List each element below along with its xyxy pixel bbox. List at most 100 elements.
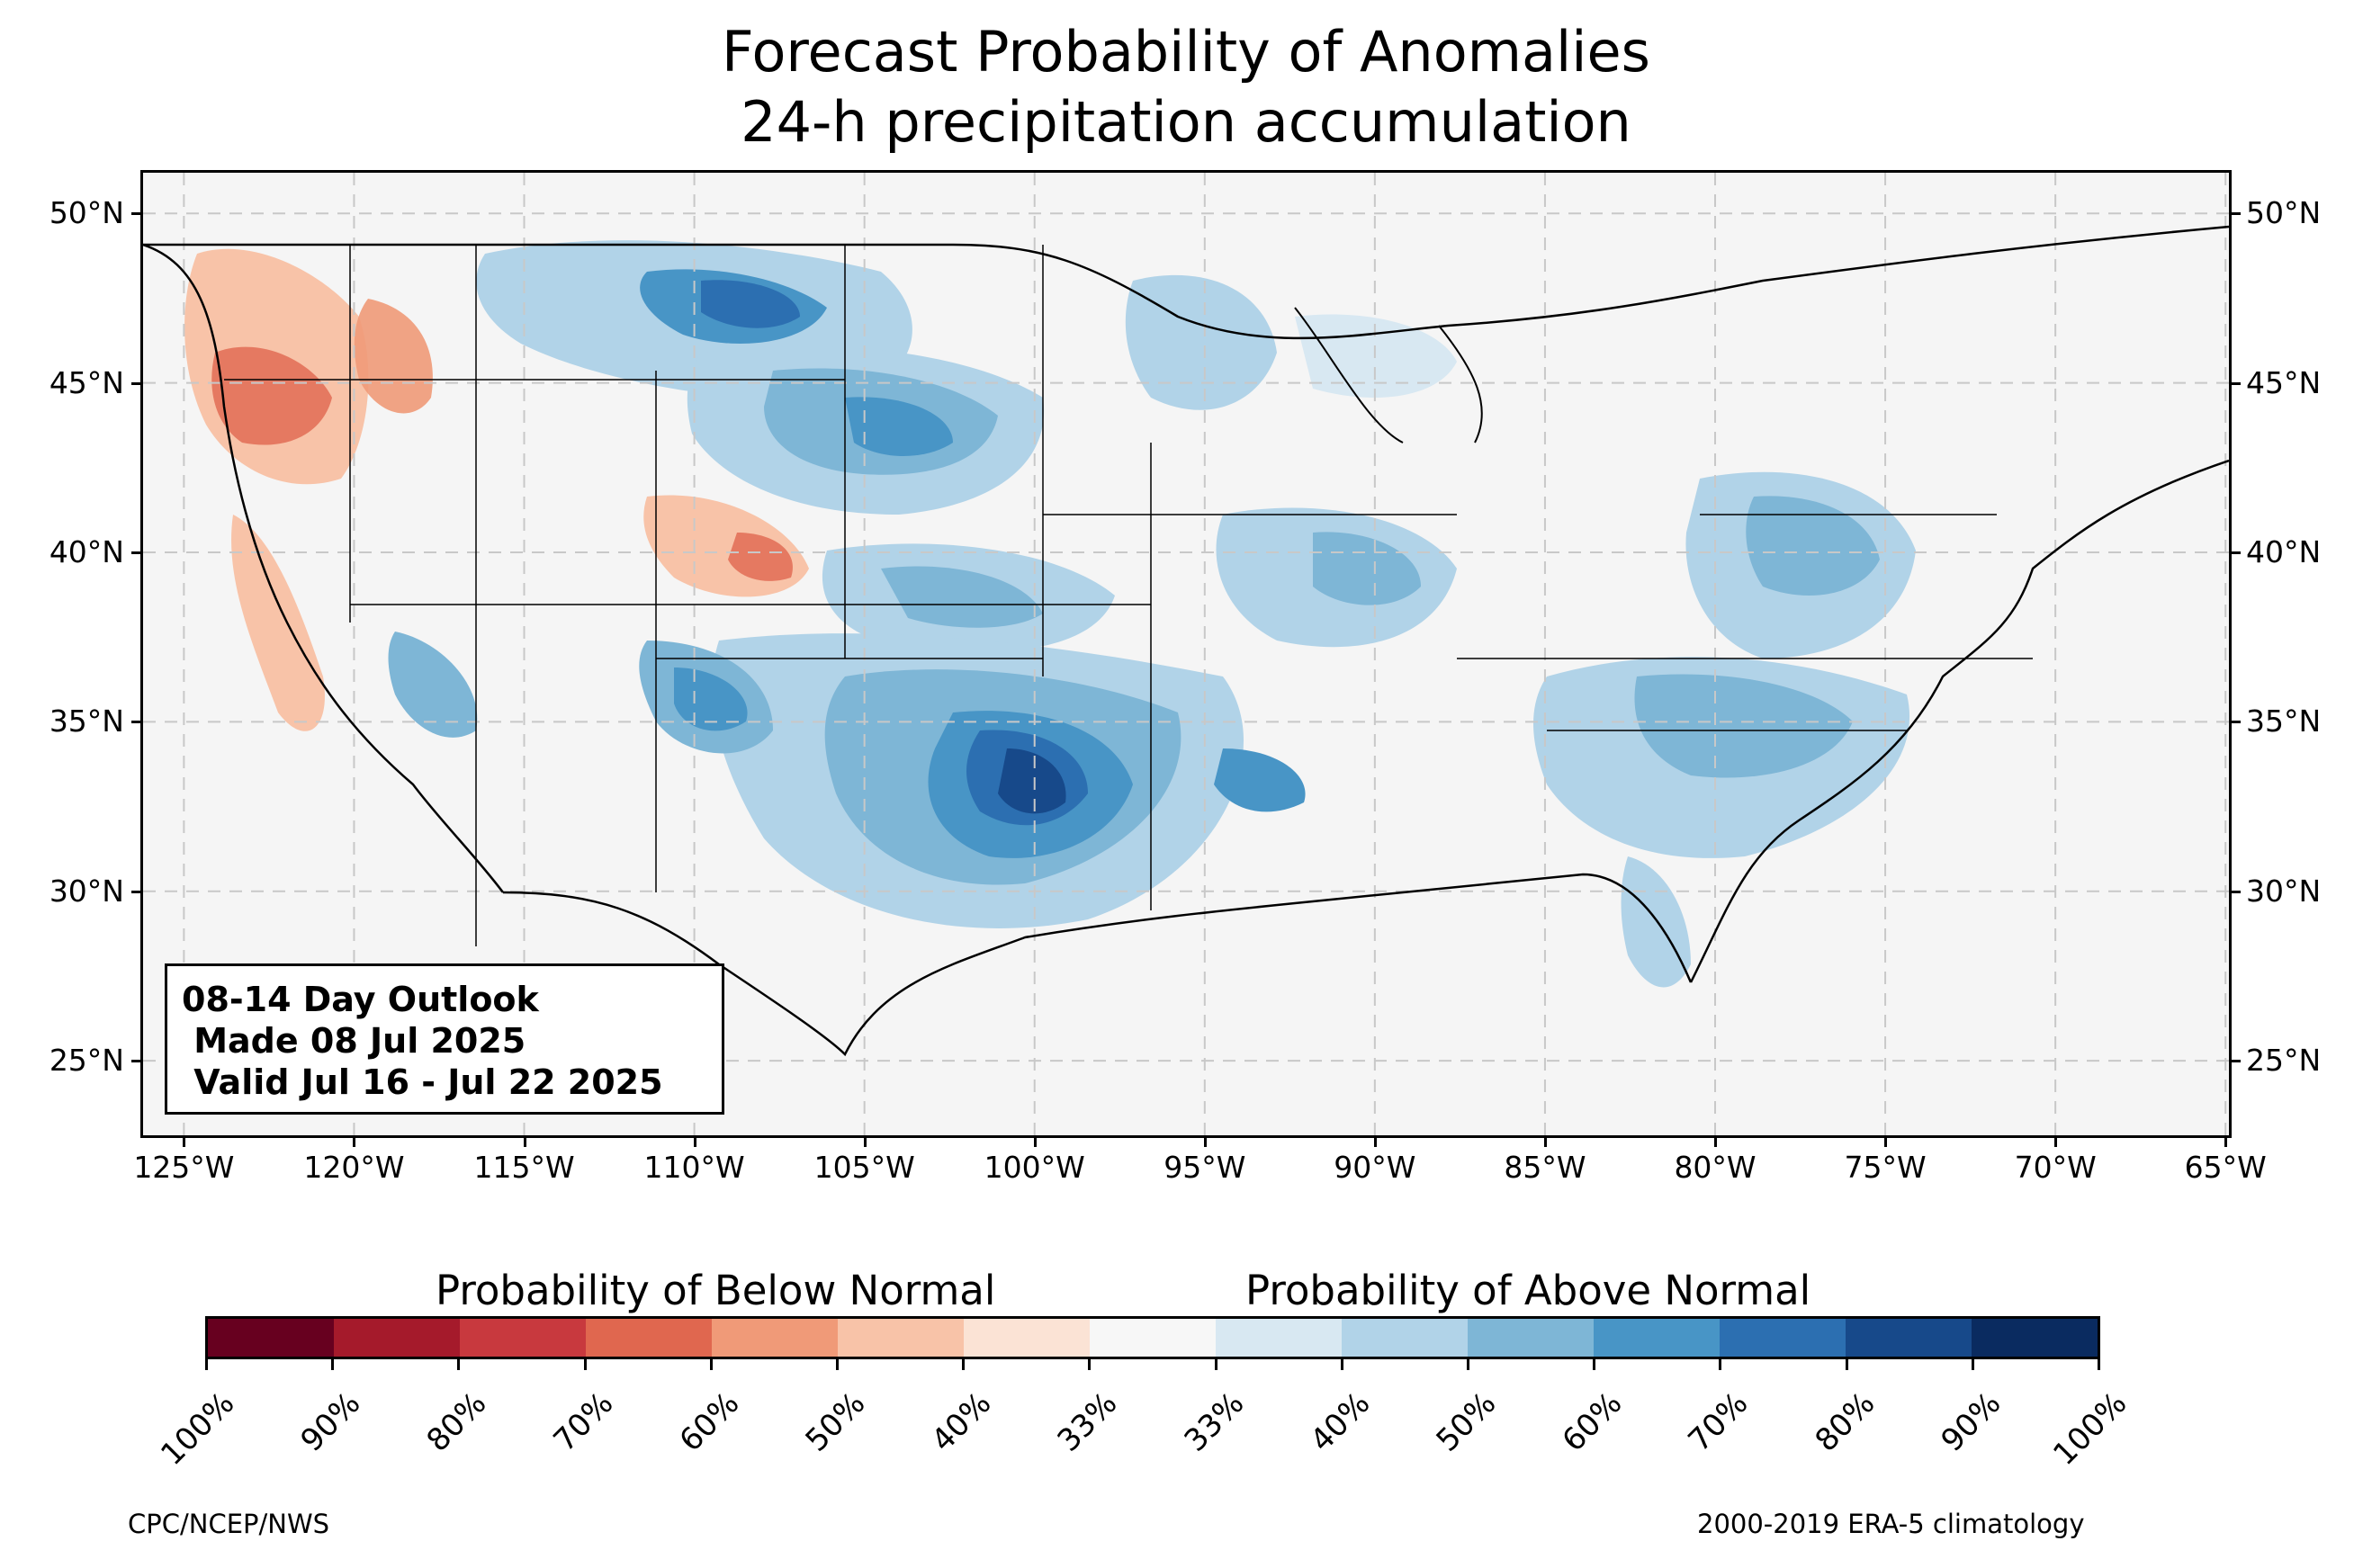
colorbar-tick-mark bbox=[583, 1359, 587, 1370]
lon-tick-mark bbox=[2224, 1138, 2228, 1147]
lon-tick-label: 80°W bbox=[1674, 1150, 1757, 1185]
lon-tick-mark bbox=[353, 1138, 356, 1147]
lon-tick-label: 65°W bbox=[2184, 1150, 2267, 1185]
lon-tick-label: 90°W bbox=[1334, 1150, 1416, 1185]
lat-tick-label-right: 40°N bbox=[2246, 533, 2322, 569]
lat-tick-label-left: 30°N bbox=[49, 873, 124, 909]
colorbar-tick-label: 100% bbox=[2046, 1385, 2134, 1474]
colorbar-swatch bbox=[1216, 1319, 1342, 1357]
colorbar-tick-label: 40% bbox=[1303, 1385, 1378, 1459]
colorbar-tick-label: 40% bbox=[924, 1385, 999, 1459]
lat-tick-label-right: 45°N bbox=[2246, 364, 2322, 400]
colorbar-tick-mark bbox=[331, 1359, 335, 1370]
colorbar-tick-label: 80% bbox=[1808, 1385, 1882, 1459]
lon-tick-label: 115°W bbox=[473, 1150, 575, 1185]
lat-tick-mark bbox=[2232, 721, 2241, 724]
outlook-info-box: 08-14 Day Outlook Made 08 Jul 2025 Valid… bbox=[165, 963, 724, 1115]
colorbar-tick-mark bbox=[2098, 1359, 2100, 1370]
lat-tick-mark bbox=[131, 381, 140, 385]
lon-tick-mark bbox=[183, 1138, 186, 1147]
lon-tick-mark bbox=[1884, 1138, 1888, 1147]
lon-tick-mark bbox=[1203, 1138, 1207, 1147]
lon-tick-label: 75°W bbox=[1844, 1150, 1927, 1185]
graticule bbox=[143, 173, 2229, 1135]
colorbar-tick-label: 33% bbox=[1050, 1385, 1125, 1459]
lon-tick-label: 105°W bbox=[813, 1150, 915, 1185]
colorbar-tick-mark bbox=[1467, 1359, 1469, 1370]
lat-tick-mark bbox=[131, 212, 140, 216]
lat-tick-label-left: 40°N bbox=[49, 533, 124, 569]
lon-tick-mark bbox=[1033, 1138, 1037, 1147]
lon-tick-label: 95°W bbox=[1164, 1150, 1246, 1185]
colorbar-tick-mark bbox=[1719, 1359, 1722, 1370]
colorbar-tick-mark bbox=[836, 1359, 839, 1370]
footer-source: CPC/NCEP/NWS bbox=[128, 1509, 330, 1539]
anomaly-shading bbox=[184, 240, 1916, 988]
lon-tick-label: 110°W bbox=[643, 1150, 745, 1185]
colorbar-swatch bbox=[1846, 1319, 1972, 1357]
below-normal-region-oregon bbox=[211, 346, 332, 445]
lon-tick-mark bbox=[1543, 1138, 1547, 1147]
lat-tick-label-left: 35°N bbox=[49, 703, 124, 739]
coastlines-and-borders bbox=[143, 225, 2229, 1057]
footer-climatology: 2000-2019 ERA-5 climatology bbox=[1697, 1509, 2085, 1539]
lat-tick-label-right: 50°N bbox=[2246, 195, 2322, 231]
lat-tick-label-right: 25°N bbox=[2246, 1043, 2322, 1079]
colorbar-swatch bbox=[1342, 1319, 1468, 1357]
lat-tick-mark bbox=[2232, 212, 2241, 216]
colorbar-swatch bbox=[586, 1319, 712, 1357]
colorbar-tick-mark bbox=[1340, 1359, 1343, 1370]
lon-tick-mark bbox=[1714, 1138, 1717, 1147]
colorbar-above-label: Probability of Above Normal bbox=[1245, 1267, 1811, 1314]
colorbar-swatch bbox=[838, 1319, 964, 1357]
colorbar-tick-mark bbox=[205, 1359, 208, 1370]
lat-tick-mark bbox=[131, 890, 140, 893]
lon-tick-label: 70°W bbox=[2014, 1150, 2097, 1185]
lon-tick-mark bbox=[1373, 1138, 1377, 1147]
lat-tick-label-left: 45°N bbox=[49, 364, 124, 400]
lon-tick-label: 120°W bbox=[303, 1150, 405, 1185]
lon-tick-mark bbox=[2054, 1138, 2058, 1147]
map-subtitle: 24-h precipitation accumulation bbox=[741, 89, 1631, 155]
colorbar-swatch bbox=[1594, 1319, 1720, 1357]
colorbar-tick-label: 50% bbox=[798, 1385, 873, 1459]
colorbar-tick-label: 100% bbox=[154, 1385, 242, 1474]
colorbar-tick-mark bbox=[1593, 1359, 1596, 1370]
lat-tick-label-left: 50°N bbox=[49, 195, 124, 231]
colorbar-swatch bbox=[1972, 1319, 2098, 1357]
colorbar-tick-label: 90% bbox=[1934, 1385, 2008, 1459]
lon-tick-mark bbox=[523, 1138, 526, 1147]
outlook-made-date: Made 08 Jul 2025 bbox=[182, 1021, 526, 1061]
colorbar-below-label: Probability of Below Normal bbox=[436, 1267, 996, 1314]
colorbar-tick-mark bbox=[962, 1359, 966, 1370]
lat-tick-mark bbox=[2232, 551, 2241, 554]
colorbar-tick-mark bbox=[1088, 1359, 1092, 1370]
colorbar-tick-mark bbox=[1971, 1359, 1974, 1370]
colorbar-tick-label: 70% bbox=[1681, 1385, 1756, 1459]
lat-tick-mark bbox=[2232, 890, 2241, 893]
colorbar-tick-mark bbox=[1845, 1359, 1848, 1370]
colorbar-tick-label: 60% bbox=[1555, 1385, 1630, 1459]
lon-tick-label: 100°W bbox=[984, 1150, 1085, 1185]
lon-tick-label: 125°W bbox=[133, 1150, 235, 1185]
colorbar-tick-label: 90% bbox=[293, 1385, 368, 1459]
colorbar-tick-label: 33% bbox=[1177, 1385, 1251, 1459]
colorbar-tick-label: 50% bbox=[1429, 1385, 1504, 1459]
lat-tick-label-right: 30°N bbox=[2246, 873, 2322, 909]
colorbar-tick-mark bbox=[457, 1359, 461, 1370]
lat-tick-label-left: 25°N bbox=[49, 1043, 124, 1079]
lat-tick-label-right: 35°N bbox=[2246, 703, 2322, 739]
colorbar-swatch bbox=[334, 1319, 460, 1357]
colorbar-tick-mark bbox=[709, 1359, 713, 1370]
colorbar-tick-label: 60% bbox=[672, 1385, 747, 1459]
outlook-valid-range: Valid Jul 16 - Jul 22 2025 bbox=[182, 1062, 663, 1102]
lat-tick-mark bbox=[131, 721, 140, 724]
lon-tick-mark bbox=[863, 1138, 867, 1147]
colorbar-tick-label: 70% bbox=[546, 1385, 620, 1459]
colorbar-swatch bbox=[460, 1319, 586, 1357]
colorbar-swatch bbox=[1090, 1319, 1216, 1357]
colorbar-swatch bbox=[1720, 1319, 1846, 1357]
colorbar bbox=[205, 1316, 2100, 1359]
lat-tick-mark bbox=[131, 1060, 140, 1063]
lon-tick-mark bbox=[693, 1138, 696, 1147]
